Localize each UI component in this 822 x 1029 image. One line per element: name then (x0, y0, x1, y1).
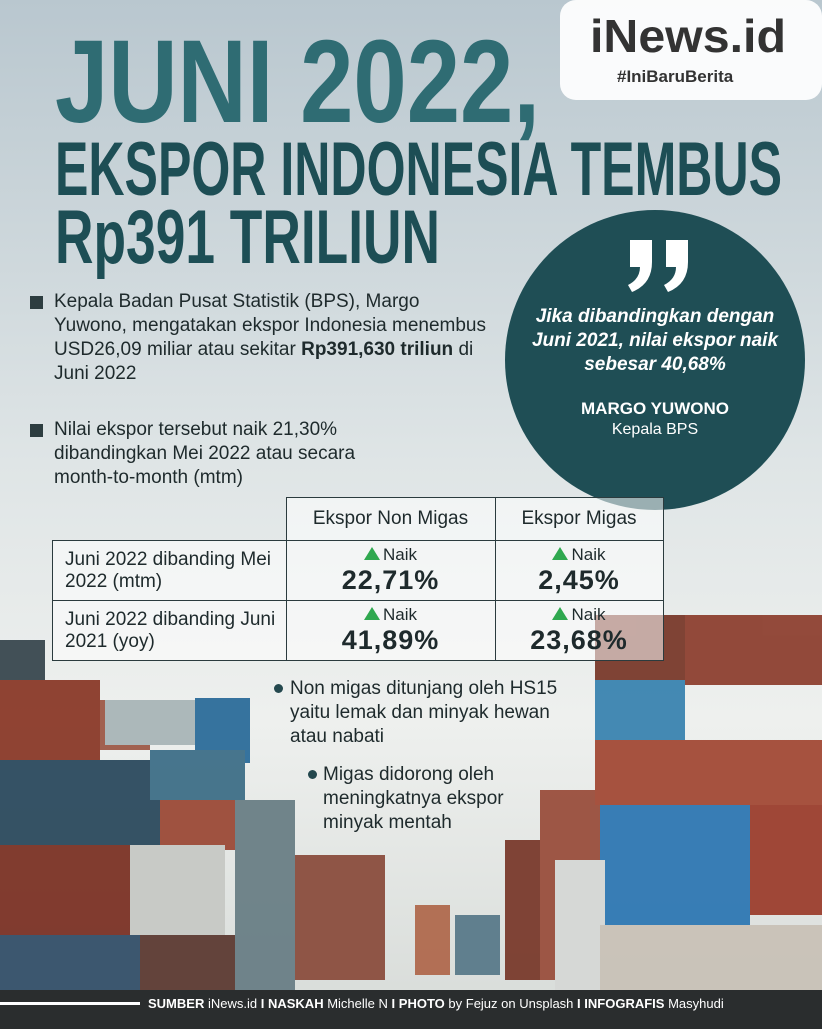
footer-label: PHOTO (398, 996, 445, 1011)
note: Migas didorong oleh meningkatnya ekspor … (323, 764, 504, 833)
logo-tagline: #IniBaruBerita (617, 67, 734, 86)
row-label: Juni 2022 dibanding Juni 2021 (yoy) (52, 600, 287, 661)
table-header: Ekspor Non Migas (285, 497, 496, 541)
bullet-text: di Juni 2022 (54, 339, 474, 384)
bullet-text: Kepala Badan Pusat Statistik (BPS), Marg… (54, 291, 486, 360)
value: 2,45% (538, 565, 620, 595)
footer-value: iNews.id (207, 996, 258, 1011)
value: 41,89% (341, 625, 440, 655)
table: Ekspor Non Migas Ekspor Migas Juni 2022 … (52, 497, 664, 661)
bullet-marker (30, 296, 43, 309)
note: Non migas ditunjang oleh HS15 yaitu lema… (290, 678, 558, 747)
quote-name: MARGO YUWONO (581, 399, 729, 418)
footer-value: by Fejuz on Unsplash (448, 996, 574, 1011)
status: Naik (571, 605, 606, 624)
footer-label: SUMBER (148, 996, 205, 1011)
footer: SUMBER iNews.id I NASKAH Michelle N I PH… (148, 996, 724, 1011)
logo-name: iNews.id (590, 10, 786, 62)
quote: Jika dibandingkan dengan Juni 2021, nila… (520, 305, 790, 439)
footer-label: NASKAH (267, 996, 324, 1011)
table-header: Ekspor Migas (494, 497, 664, 541)
bullet-2: Nilai ekspor tersebut naik 21,30% diband… (54, 419, 356, 488)
bullet-bold: Rp391,630 triliun (301, 339, 454, 360)
quote-role: Kepala BPS (611, 421, 699, 438)
footer-separator: I (391, 996, 396, 1011)
footer-value: Masyhudi (668, 996, 724, 1011)
bullet-marker (30, 424, 43, 437)
value: 22,71% (341, 565, 440, 595)
status: Naik (571, 545, 606, 564)
status: Naik (382, 545, 417, 564)
footer-separator: I (260, 996, 265, 1011)
title-line-2: EKSPOR INDONESIA TEMBUS (55, 127, 782, 212)
footer-label: INFOGRAFIS (584, 996, 665, 1011)
quote-text: Jika dibandingkan dengan Juni 2021, nila… (531, 306, 779, 375)
status: Naik (382, 605, 417, 624)
note-marker (308, 770, 317, 779)
note-marker (274, 684, 283, 693)
footer-separator: I (577, 996, 581, 1011)
title-line-3: Rp391 TRILIUN (55, 195, 440, 280)
footer-value: Michelle N (327, 996, 388, 1011)
value: 23,68% (530, 625, 628, 655)
row-label: Juni 2022 dibanding Mei 2022 (mtm) (52, 540, 287, 601)
title-line-1: JUNI 2022, (55, 16, 540, 148)
bullet-1: Kepala Badan Pusat Statistik (BPS), Marg… (54, 290, 494, 386)
